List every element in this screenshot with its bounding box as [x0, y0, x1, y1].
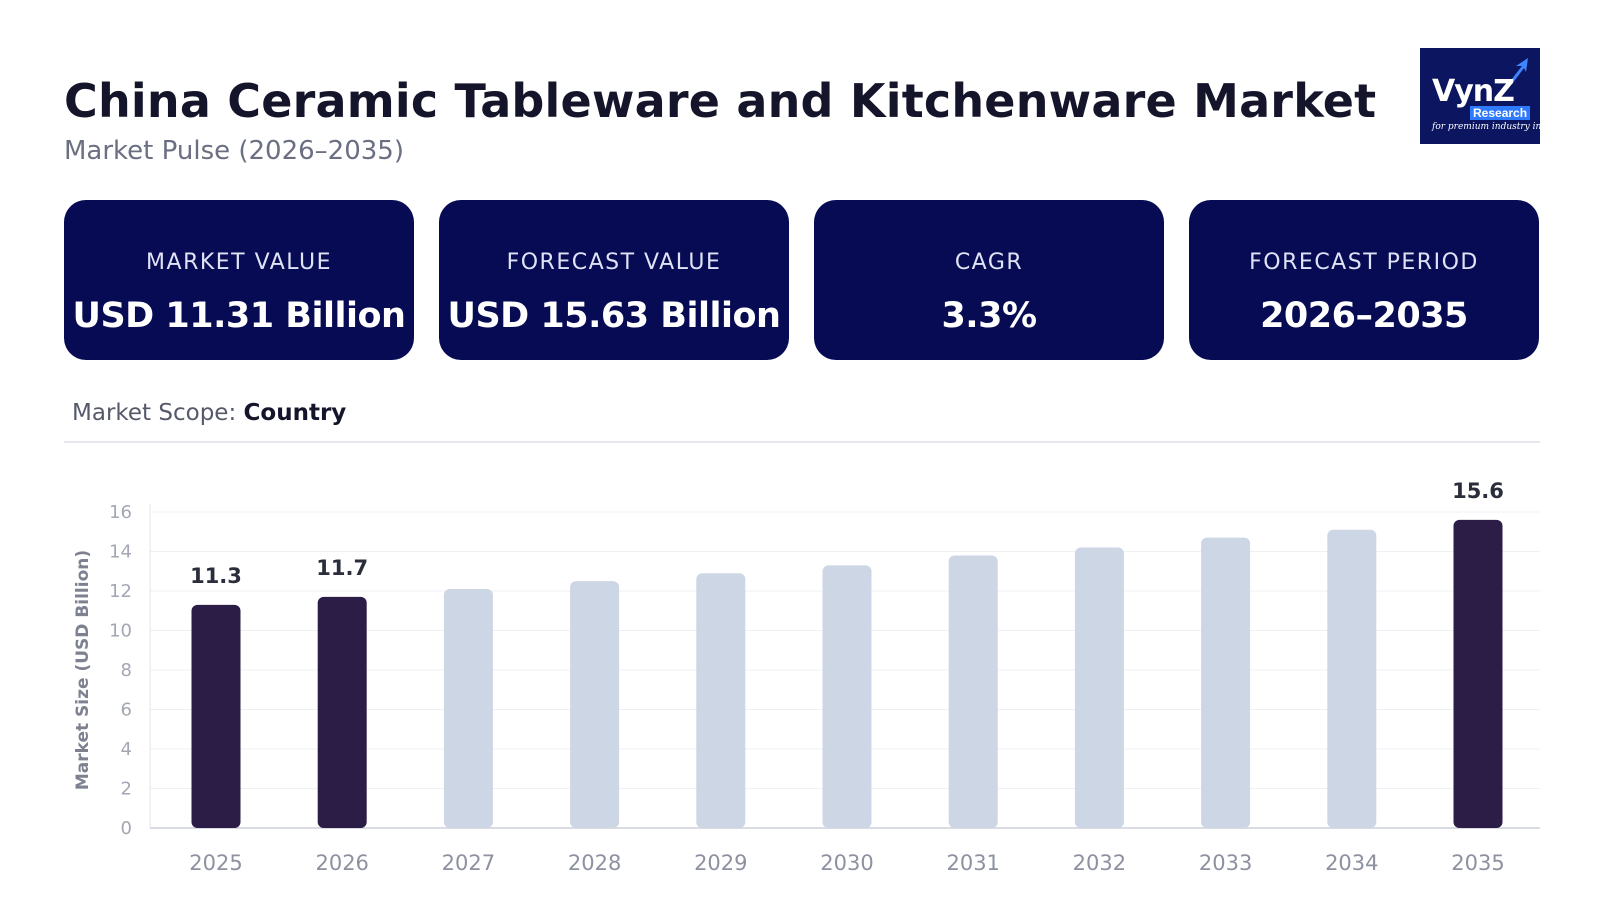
bar-2030	[822, 565, 872, 828]
bar-2033	[1201, 537, 1251, 828]
card-cagr: CAGR 3.3%	[814, 200, 1164, 360]
bar-2031	[948, 555, 998, 828]
y-tick-label: 12	[109, 581, 132, 602]
data-label: 15.6	[1452, 479, 1504, 503]
data-label: 11.3	[190, 564, 242, 588]
card-value: 3.3%	[941, 296, 1037, 336]
card-value: USD 15.63 Billion	[447, 296, 781, 336]
bar-2032	[1074, 547, 1124, 828]
y-axis-label: Market Size (USD Billion)	[73, 550, 93, 790]
divider	[64, 441, 1540, 443]
bar-2028	[570, 581, 620, 828]
x-tick-label: 2033	[1199, 851, 1252, 875]
card-market-value: MARKET VALUE USD 11.31 Billion	[64, 200, 414, 360]
arrow-icon	[1508, 58, 1528, 84]
x-tick-label: 2032	[1073, 851, 1126, 875]
scope-value: Country	[243, 400, 347, 426]
y-tick-label: 6	[121, 700, 132, 721]
y-tick-label: 0	[121, 818, 132, 839]
y-tick-label: 2	[121, 779, 132, 800]
vynz-logo[interactable]: VynZ Research for premium industry insig…	[1420, 48, 1569, 144]
y-tick-label: 10	[109, 621, 132, 642]
bar-2025	[191, 604, 241, 828]
y-tick-label: 8	[121, 660, 132, 681]
bar-2027	[443, 589, 493, 828]
bar-2026	[317, 596, 367, 828]
x-tick-label: 2025	[189, 851, 242, 875]
market-scope: Market Scope: Country	[72, 400, 346, 426]
bar-2034	[1327, 529, 1377, 828]
scope-label: Market Scope:	[72, 400, 237, 426]
y-tick-label: 4	[121, 739, 132, 760]
logo-brand: VynZ	[1432, 74, 1515, 109]
x-tick-label: 2028	[568, 851, 621, 875]
x-tick-label: 2035	[1451, 851, 1504, 875]
card-value: 2026–2035	[1260, 296, 1468, 336]
x-tick-label: 2027	[442, 851, 495, 875]
card-forecast-value: FORECAST VALUE USD 15.63 Billion	[439, 200, 789, 360]
card-forecast-period: FORECAST PERIOD 2026–2035	[1189, 200, 1539, 360]
y-tick-label: 16	[109, 502, 132, 523]
card-label: FORECAST VALUE	[506, 250, 722, 275]
card-label: FORECAST PERIOD	[1249, 250, 1479, 275]
card-value: USD 11.31 Billion	[72, 296, 406, 336]
data-label: 11.7	[316, 556, 368, 580]
page-title: China Ceramic Tableware and Kitchenware …	[64, 74, 1377, 128]
card-label: MARKET VALUE	[146, 250, 332, 275]
market-size-bar-chart: 0 2 4 6 8 10 12 14 16 Market Size (USD Billion) 20…	[73, 479, 1540, 875]
x-tick-label: 2029	[694, 851, 747, 875]
bar-2035	[1453, 519, 1503, 828]
logo-tagline: for premium industry insights	[1432, 122, 1569, 132]
x-tick-label: 2034	[1325, 851, 1378, 875]
card-label: CAGR	[954, 250, 1024, 275]
bar-2029	[696, 573, 746, 828]
y-tick-label: 14	[109, 542, 132, 563]
x-tick-label: 2030	[820, 851, 873, 875]
x-tick-label: 2026	[315, 851, 368, 875]
logo-sub: Research	[1470, 106, 1531, 120]
page-subtitle: Market Pulse (2026–2035)	[64, 136, 404, 166]
x-tick-label: 2031	[946, 851, 999, 875]
